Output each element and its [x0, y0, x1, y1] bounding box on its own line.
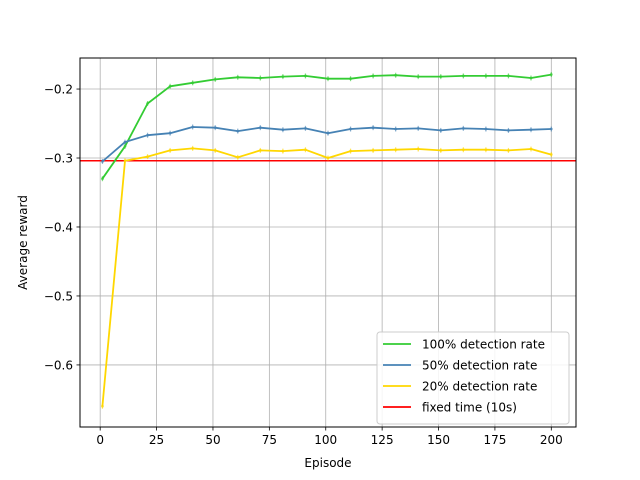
data-point: [349, 149, 352, 153]
data-point: [439, 149, 443, 152]
data-point: [326, 156, 330, 160]
data-point: [507, 74, 510, 78]
axes-frame: [79, 57, 577, 428]
data-point: [258, 149, 262, 152]
legend: 100% detection rate 50% detection rate 20%…: [376, 331, 570, 425]
data-point: [529, 147, 533, 151]
data-point: [123, 140, 127, 144]
data-point: [326, 77, 330, 81]
data-point: [394, 127, 398, 131]
x-tick-label: 0: [96, 433, 104, 447]
data-point: [371, 126, 375, 130]
x-tick-label: 50: [205, 433, 220, 447]
x-tick-label: 25: [149, 433, 164, 447]
y-axis-label: Average reward: [16, 195, 30, 290]
legend-label: fixed time (10s): [422, 401, 517, 415]
data-point: [549, 127, 553, 131]
series-100pct: [101, 72, 553, 182]
data-point: [507, 149, 510, 152]
legend-label: 20% detection rate: [422, 380, 537, 394]
data-point: [461, 126, 465, 130]
data-point: [123, 144, 127, 148]
data-point: [146, 155, 149, 159]
x-tick-label: 150: [427, 433, 450, 447]
data-point: [507, 129, 510, 132]
series-20pct: [101, 145, 553, 409]
y-tick-label: −0.5: [44, 289, 73, 303]
data-point: [484, 74, 488, 78]
data-point: [549, 153, 553, 156]
x-tick-label: 75: [262, 433, 277, 447]
data-point: [213, 77, 217, 81]
data-point: [349, 77, 352, 81]
legend-label: 100% detection rate: [422, 338, 545, 352]
data-point: [101, 160, 104, 163]
y-tick-label: −0.2: [44, 83, 73, 97]
y-tick-label: −0.4: [44, 220, 73, 234]
data-point: [281, 149, 285, 153]
data-point: [146, 102, 149, 105]
y-axis-ticks: −0.6 −0.5 −0.4 −0.3 −0.2: [44, 83, 80, 372]
plot-area: [80, 72, 576, 409]
data-point: [191, 146, 195, 150]
data-point: [371, 149, 375, 152]
x-tick-label: 100: [314, 433, 337, 447]
data-point: [101, 404, 104, 408]
data-point: [529, 76, 533, 80]
data-point: [258, 126, 262, 130]
legend-label: 50% detection rate: [422, 359, 537, 373]
data-point: [304, 74, 307, 78]
data-point: [439, 129, 443, 132]
data-point: [304, 148, 307, 152]
data-point: [213, 149, 217, 152]
x-tick-label: 125: [371, 433, 394, 447]
data-point: [236, 129, 240, 133]
data-point: [281, 128, 285, 132]
y-tick-label: −0.3: [44, 152, 73, 166]
legend-box: [376, 331, 570, 425]
data-point: [326, 131, 330, 135]
data-point: [484, 127, 488, 131]
data-point: [168, 131, 172, 135]
x-tick-label: 200: [540, 433, 563, 447]
data-point: [461, 74, 465, 78]
data-point: [191, 81, 195, 85]
data-point: [123, 159, 127, 163]
data-point: [191, 125, 195, 129]
data-point: [168, 84, 172, 88]
data-point: [484, 148, 488, 152]
data-point: [281, 75, 285, 79]
data-point: [168, 149, 172, 152]
data-point: [146, 133, 149, 137]
data-point: [394, 73, 398, 77]
x-axis-ticks: 0 25 50 75 100 125 150 175 200: [96, 427, 563, 447]
data-point: [439, 75, 443, 79]
data-point: [416, 75, 420, 79]
series-50pct: [101, 124, 553, 164]
data-point: [349, 127, 352, 131]
data-point: [549, 73, 553, 76]
data-point: [101, 177, 104, 181]
data-point: [416, 126, 420, 130]
data-point: [371, 74, 375, 78]
data-point: [236, 75, 240, 79]
data-point: [236, 155, 240, 159]
data-point: [416, 147, 420, 151]
y-tick-label: −0.6: [44, 358, 73, 372]
data-point: [529, 128, 533, 132]
x-axis-label: Episode: [304, 456, 351, 470]
data-point: [213, 126, 217, 130]
x-tick-label: 175: [483, 433, 506, 447]
data-point: [258, 76, 262, 80]
data-point: [461, 148, 465, 152]
data-point: [394, 148, 398, 152]
data-point: [304, 126, 307, 130]
